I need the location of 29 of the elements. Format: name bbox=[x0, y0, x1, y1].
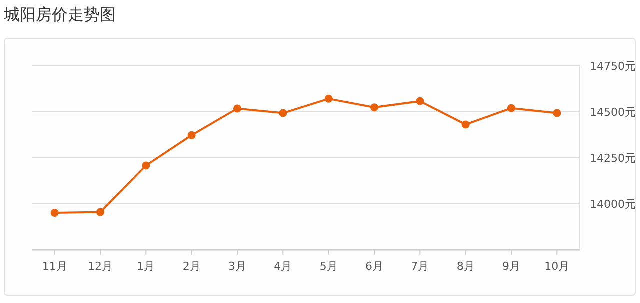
chart-title: 城阳房价走势图 bbox=[3, 5, 116, 24]
x-tick-label: 9月 bbox=[502, 260, 520, 273]
point bbox=[553, 109, 562, 118]
x-tick-label: 5月 bbox=[320, 260, 338, 273]
x-tick-label: 8月 bbox=[456, 260, 475, 273]
point bbox=[370, 104, 378, 112]
point bbox=[50, 209, 59, 218]
x-tick-label: 4月 bbox=[274, 260, 292, 273]
y-tick-label: 14000元 bbox=[590, 198, 636, 211]
x-tick-label: 11月 bbox=[42, 260, 68, 273]
point bbox=[142, 162, 150, 170]
y-tick-label: 14750元 bbox=[590, 60, 636, 73]
x-tick-label: 1月 bbox=[137, 260, 156, 273]
x-tick-label: 12月 bbox=[88, 260, 113, 273]
x-tick-label: 10月 bbox=[544, 260, 570, 273]
y-tick-label: 14250元 bbox=[590, 152, 636, 165]
x-tick-label: 7月 bbox=[411, 260, 430, 273]
point bbox=[462, 120, 470, 129]
point bbox=[324, 94, 333, 103]
point bbox=[508, 104, 516, 112]
x-tick-label: 6月 bbox=[366, 260, 384, 273]
point bbox=[279, 109, 288, 118]
point bbox=[188, 131, 196, 140]
point bbox=[416, 97, 424, 106]
y-tick-label: 14500元 bbox=[590, 106, 636, 119]
point bbox=[96, 208, 104, 216]
point bbox=[234, 104, 242, 113]
x-tick-label: 2月 bbox=[182, 260, 201, 273]
x-tick-label: 3月 bbox=[228, 260, 246, 273]
